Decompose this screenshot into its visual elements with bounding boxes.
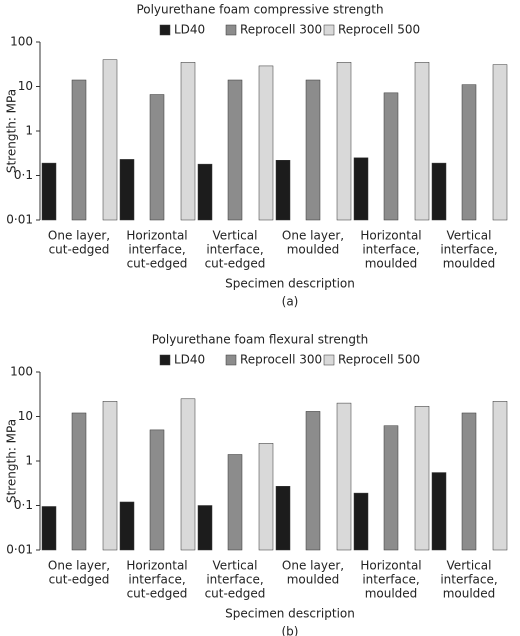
x-tick-label: cut-edged [205, 587, 266, 601]
bar [180, 62, 196, 221]
x-tick-label: One layer, [48, 559, 110, 573]
y-tick-label: 0·01 [6, 543, 33, 557]
bar [353, 157, 369, 221]
bar [461, 84, 477, 221]
bar [336, 62, 352, 221]
legend-label: Reprocell 500 [338, 23, 420, 37]
bar [41, 162, 57, 221]
x-tick-label: interface, [440, 243, 497, 257]
y-tick-label: 0·1 [14, 168, 33, 182]
x-tick-label: Vertical [447, 229, 492, 243]
bar [431, 472, 447, 551]
y-tick-label: 10 [18, 79, 33, 93]
chart-title: Polyurethane foam compressive strength [136, 3, 383, 17]
x-tick-label: interface, [362, 243, 419, 257]
x-tick-label: cut-edged [127, 587, 188, 601]
bar [336, 402, 352, 551]
bar [119, 501, 135, 551]
y-tick-label: 1 [25, 124, 33, 138]
bar [258, 65, 274, 221]
x-tick-label: interface, [362, 573, 419, 587]
x-tick-label: cut-edged [49, 573, 110, 587]
bar [227, 454, 243, 551]
x-tick-label: cut-edged [205, 257, 266, 271]
bar [71, 412, 87, 551]
bar [305, 411, 321, 551]
x-tick-label: Horizontal [126, 229, 187, 243]
x-tick-label: interface, [206, 243, 263, 257]
x-tick-label: interface, [206, 573, 263, 587]
bar [102, 401, 118, 551]
y-tick-label: 10 [18, 409, 33, 423]
bar [197, 163, 213, 221]
bar [275, 486, 291, 551]
bar [119, 159, 135, 221]
x-tick-label: Vertical [447, 559, 492, 573]
chart-title: Polyurethane foam flexural strength [152, 333, 369, 347]
legend-swatch [159, 24, 171, 36]
y-tick-label: 100 [10, 365, 33, 379]
x-tick-label: moulded [365, 257, 418, 271]
y-tick-label: 0·1 [14, 498, 33, 512]
legend-label: Reprocell 500 [338, 353, 420, 367]
bar [197, 505, 213, 551]
x-tick-label: One layer, [48, 229, 110, 243]
x-tick-label: moulded [443, 587, 496, 601]
bar [275, 160, 291, 221]
y-axis-label: Strength: MPa [5, 89, 19, 173]
y-axis-label: Strength: MPa [5, 419, 19, 503]
legend-label: LD40 [174, 353, 205, 367]
x-tick-label: interface, [128, 573, 185, 587]
bar [431, 162, 447, 221]
legend-label: LD40 [174, 23, 205, 37]
y-tick-label: 0·01 [6, 213, 33, 227]
x-tick-label: Vertical [213, 559, 258, 573]
bar [180, 398, 196, 551]
x-tick-label: One layer, [282, 229, 344, 243]
x-tick-label: Horizontal [360, 229, 421, 243]
x-tick-label: Vertical [213, 229, 258, 243]
x-tick-label: cut-edged [127, 257, 188, 271]
legend-label: Reprocell 300 [240, 353, 322, 367]
bar [353, 492, 369, 551]
x-tick-label: moulded [287, 243, 340, 257]
bar [258, 443, 274, 551]
legend-swatch [159, 354, 171, 366]
bar [383, 92, 399, 221]
y-tick-label: 100 [10, 35, 33, 49]
bar [41, 506, 57, 551]
x-tick-label: cut-edged [49, 243, 110, 257]
bar [414, 405, 430, 551]
bar [492, 64, 508, 221]
bar [102, 59, 118, 221]
x-tick-label: interface, [440, 573, 497, 587]
x-tick-label: moulded [365, 587, 418, 601]
legend-swatch [323, 24, 335, 36]
x-tick-label: moulded [287, 573, 340, 587]
bar [383, 425, 399, 551]
x-tick-label: One layer, [282, 559, 344, 573]
bar [305, 79, 321, 221]
chart-caption: (a) [282, 295, 299, 309]
x-axis-label: Specimen description [225, 607, 355, 621]
legend-label: Reprocell 300 [240, 23, 322, 37]
bar [71, 79, 87, 221]
bar [414, 62, 430, 221]
bar [492, 401, 508, 551]
x-tick-label: Horizontal [360, 559, 421, 573]
x-axis-label: Specimen description [225, 277, 355, 291]
y-tick-label: 1 [25, 454, 33, 468]
legend-swatch [225, 24, 237, 36]
x-tick-label: moulded [443, 257, 496, 271]
bar [149, 429, 165, 551]
bar [461, 412, 477, 551]
chart-caption: (b) [282, 625, 299, 636]
x-tick-label: Horizontal [126, 559, 187, 573]
x-tick-label: interface, [128, 243, 185, 257]
legend-swatch [225, 354, 237, 366]
bar [149, 94, 165, 221]
bar [227, 79, 243, 221]
legend-swatch [323, 354, 335, 366]
